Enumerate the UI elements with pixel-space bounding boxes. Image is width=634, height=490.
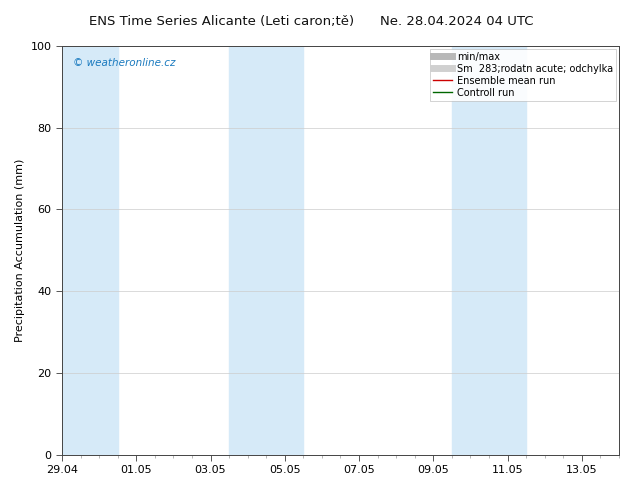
Bar [229, 46, 303, 455]
Y-axis label: Precipitation Accumulation (mm): Precipitation Accumulation (mm) [15, 159, 25, 342]
Text: Ne. 28.04.2024 04 UTC: Ne. 28.04.2024 04 UTC [380, 15, 533, 28]
Text: ENS Time Series Alicante (Leti caron;tě): ENS Time Series Alicante (Leti caron;tě) [89, 15, 354, 28]
Legend: min/max, Sm  283;rodatn acute; odchylka, Ensemble mean run, Controll run: min/max, Sm 283;rodatn acute; odchylka, … [430, 49, 616, 100]
Text: © weatheronline.cz: © weatheronline.cz [73, 58, 176, 68]
Bar [452, 46, 526, 455]
Bar [43, 46, 118, 455]
